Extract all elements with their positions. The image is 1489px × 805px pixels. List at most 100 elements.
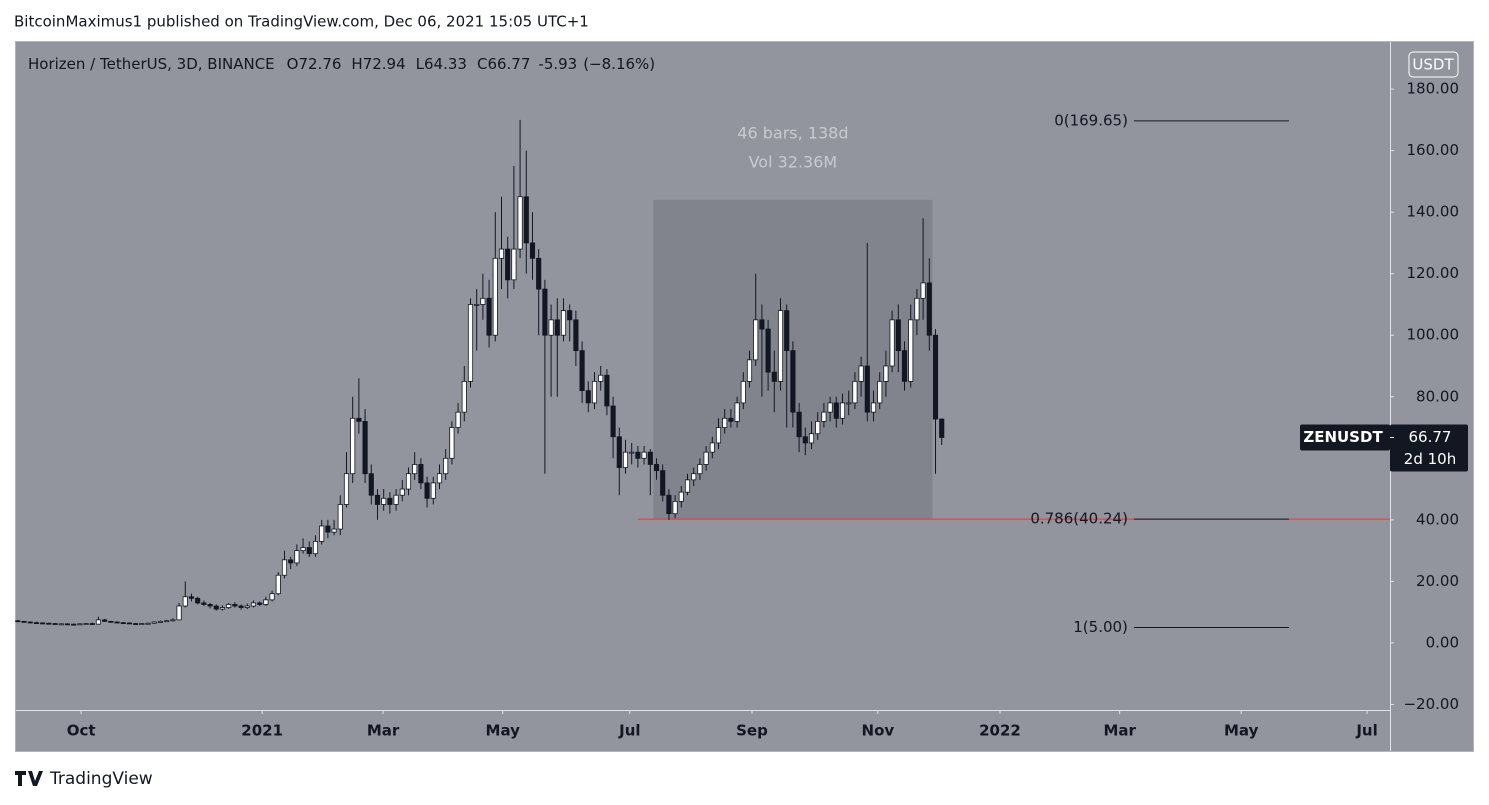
candle-body <box>939 418 945 438</box>
candle-body <box>808 433 815 444</box>
candle-body <box>27 621 33 624</box>
candle <box>449 421 455 465</box>
y-axis-strip <box>1390 42 1473 751</box>
candle <box>71 623 77 626</box>
candle-body <box>864 365 870 413</box>
candle-body <box>870 402 877 413</box>
candle <box>275 572 281 596</box>
candle <box>133 622 139 625</box>
x-axis-strip <box>16 710 1390 751</box>
candle-body <box>64 623 71 626</box>
publish-header: BitcoinMaximus1 published on TradingView… <box>14 13 589 31</box>
x-tick-label: May <box>1224 722 1259 740</box>
candle <box>418 458 424 490</box>
candle <box>474 289 480 351</box>
candle-body <box>343 473 350 505</box>
candle <box>263 596 269 606</box>
candle-body <box>145 622 151 625</box>
candle <box>58 623 64 626</box>
y-tick-label: 40.00 <box>1416 510 1459 528</box>
currency-badge <box>1408 51 1459 78</box>
candle-body <box>908 319 914 382</box>
candle-body <box>58 623 64 626</box>
candle <box>164 619 170 623</box>
candle <box>362 409 368 483</box>
candle-body <box>573 319 579 352</box>
candle-body <box>629 451 635 454</box>
candle-body <box>697 464 703 475</box>
fib-label: 0(169.65) <box>1054 111 1128 129</box>
candle-body <box>120 622 126 625</box>
candle <box>647 449 653 496</box>
candle <box>815 412 821 440</box>
candle-body <box>703 451 709 465</box>
candle-body <box>430 482 436 499</box>
candle <box>430 476 436 505</box>
candle-body <box>294 550 300 564</box>
candle-body <box>257 602 263 605</box>
candle <box>536 249 542 336</box>
candle <box>616 427 622 496</box>
candle <box>498 196 505 290</box>
candle <box>697 458 703 480</box>
ohlc-value: 66.77 <box>487 55 530 73</box>
candle-body <box>424 482 430 499</box>
candle-body <box>474 304 480 306</box>
candle <box>461 366 467 422</box>
ohlc-value: 64.33 <box>424 55 467 73</box>
candle-body <box>858 365 864 382</box>
x-tick-label: Jul <box>618 722 640 740</box>
candle <box>883 350 889 397</box>
candle-body <box>449 427 455 459</box>
candle <box>511 166 517 290</box>
candle <box>95 616 102 625</box>
candle <box>864 242 870 422</box>
candle <box>715 418 722 450</box>
candle-body <box>238 605 244 608</box>
candle <box>226 602 232 610</box>
price-countdown: 2d 10h <box>1404 450 1456 468</box>
candle <box>368 464 374 505</box>
candle <box>64 623 71 626</box>
candle <box>821 402 827 428</box>
candle-body <box>52 623 58 625</box>
candle <box>195 596 201 605</box>
candle <box>387 492 393 514</box>
candle <box>722 409 728 434</box>
candle-body <box>368 473 374 496</box>
candle-body <box>672 500 678 515</box>
candle-body <box>356 417 362 422</box>
candle-body <box>362 420 368 475</box>
candle-body <box>492 257 498 336</box>
candle-body <box>319 525 325 542</box>
candle-body <box>920 282 926 299</box>
candle <box>678 486 684 508</box>
candle <box>102 618 108 622</box>
candle-body <box>232 604 238 607</box>
price-badge-axis <box>1390 424 1468 472</box>
y-tick-label: 100.00 <box>1407 326 1460 344</box>
candle <box>746 350 753 388</box>
y-tick-label: 180.00 <box>1407 80 1460 98</box>
fib-label: 0.786(40.24) <box>1030 510 1128 528</box>
candle <box>852 372 858 410</box>
candle <box>579 341 585 403</box>
candle-body <box>505 248 511 281</box>
candle <box>139 622 145 625</box>
candle <box>684 473 691 496</box>
candle <box>331 519 337 536</box>
candle <box>765 319 771 391</box>
ohlc-key: O <box>287 55 299 73</box>
candle-body <box>33 622 40 625</box>
candle-body <box>548 319 554 336</box>
candle-body <box>219 607 226 610</box>
candle <box>591 372 598 410</box>
fib-label: 1(5.00) <box>1073 618 1128 636</box>
candle-body <box>734 402 740 422</box>
candle-body <box>83 623 89 625</box>
x-tick-label: Mar <box>1103 722 1136 740</box>
candle-body <box>821 411 827 422</box>
candle-body <box>176 605 182 621</box>
candle <box>244 603 250 610</box>
